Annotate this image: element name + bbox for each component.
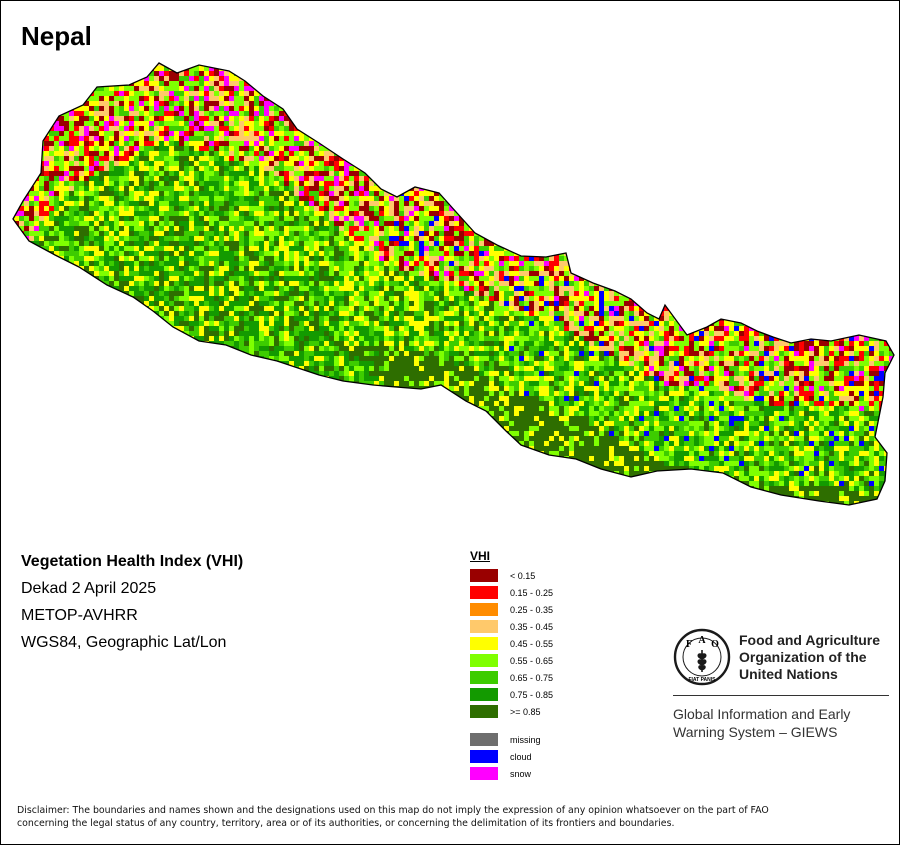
legend-item: < 0.15	[470, 567, 553, 584]
legend-item: 0.55 - 0.65	[470, 652, 553, 669]
sensor-label: METOP-AVHRR	[21, 607, 138, 624]
legend-item: 0.75 - 0.85	[470, 686, 553, 703]
legend-label: 0.25 - 0.35	[510, 604, 554, 615]
legend-swatch	[470, 654, 498, 667]
legend-item: 0.65 - 0.75	[470, 669, 553, 686]
legend-item: missing	[470, 731, 553, 748]
branding-divider	[673, 695, 889, 696]
vhi-map	[12, 62, 895, 506]
legend-label: snow	[510, 768, 532, 779]
legend-label: < 0.15	[510, 570, 536, 581]
legend-swatch	[470, 620, 498, 633]
legend-swatch	[470, 688, 498, 701]
organization-name: Food and Agriculture Organization of the…	[739, 631, 881, 682]
legend-label: missing	[510, 734, 541, 745]
legend-label: 0.65 - 0.75	[510, 672, 554, 683]
vhi-raster	[13, 63, 894, 505]
giews-label: Global Information and Early Warning Sys…	[673, 706, 851, 740]
legend-swatch	[470, 671, 498, 684]
legend-swatch	[470, 603, 498, 616]
legend: VHI < 0.15 0.15 - 0.25 0.25 - 0.35 0.35 - 0…	[470, 549, 553, 782]
legend-item: 0.45 - 0.55	[470, 635, 553, 652]
legend-item: snow	[470, 765, 553, 782]
legend-item: >= 0.85	[470, 703, 553, 720]
legend-swatch	[470, 767, 498, 780]
map-info-block: Vegetation Health Index (VHI) Dekad 2 Ap…	[21, 553, 243, 661]
projection-label: WGS84, Geographic Lat/Lon	[21, 634, 227, 651]
legend-label: 0.55 - 0.65	[510, 655, 554, 666]
legend-label: 0.45 - 0.55	[510, 638, 554, 649]
period-label: Dekad 2 April 2025	[21, 580, 157, 597]
legend-swatch	[470, 705, 498, 718]
disclaimer: Disclaimer: The boundaries and names sho…	[17, 805, 769, 829]
legend-item: 0.15 - 0.25	[470, 584, 553, 601]
legend-swatch	[470, 569, 498, 582]
legend-item: 0.25 - 0.35	[470, 601, 553, 618]
legend-title: VHI	[470, 549, 491, 563]
legend-swatch	[470, 637, 498, 650]
fao-branding: F A O FIAT PANIS Food and Agriculture Or…	[673, 628, 889, 741]
legend-classes: < 0.15 0.15 - 0.25 0.25 - 0.35 0.35 - 0.45 0…	[470, 567, 553, 720]
legend-label: 0.35 - 0.45	[510, 621, 554, 632]
fao-logo: F A O FIAT PANIS	[673, 628, 731, 686]
map-title: Nepal	[21, 21, 92, 51]
legend-label: 0.15 - 0.25	[510, 587, 554, 598]
legend-label: >= 0.85	[510, 706, 541, 717]
legend-item: 0.35 - 0.45	[470, 618, 553, 635]
legend-item: cloud	[470, 748, 553, 765]
legend-special: missing cloud snow	[470, 731, 553, 782]
legend-swatch	[470, 733, 498, 746]
legend-swatch	[470, 750, 498, 763]
legend-label: 0.75 - 0.85	[510, 689, 554, 700]
legend-label: cloud	[510, 751, 532, 762]
index-name: Vegetation Health Index (VHI)	[21, 553, 244, 570]
legend-swatch	[470, 586, 498, 599]
